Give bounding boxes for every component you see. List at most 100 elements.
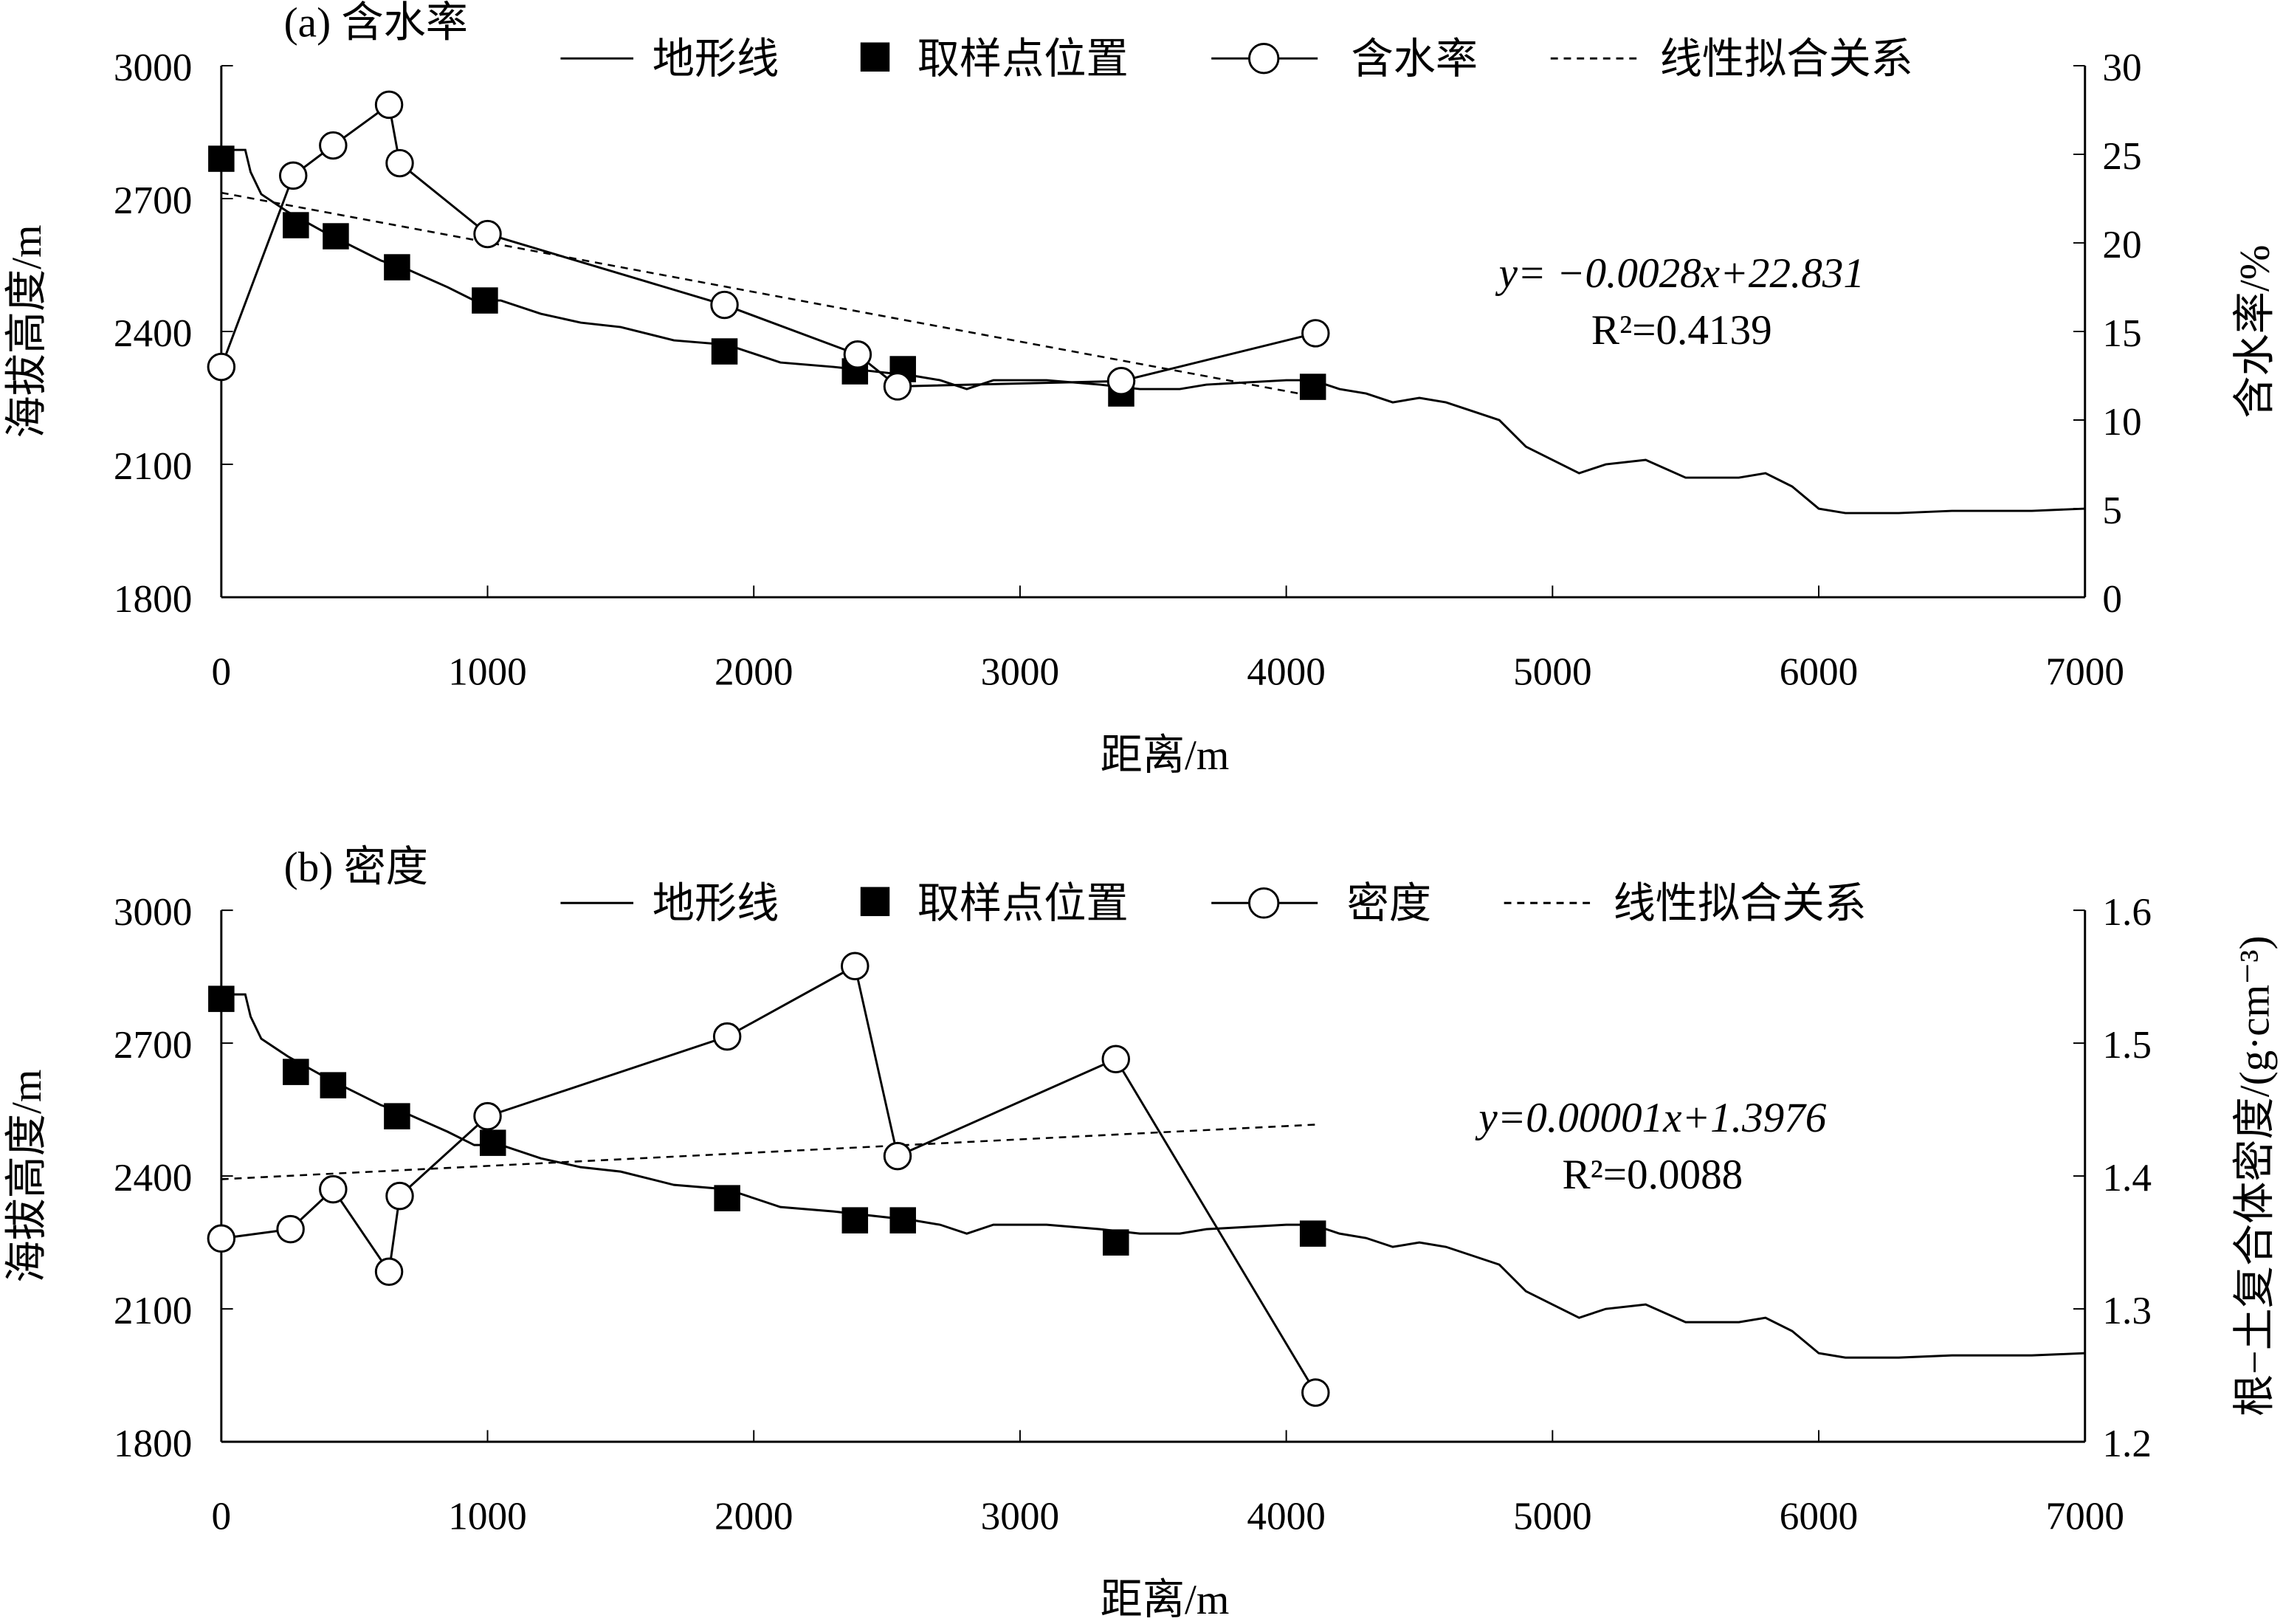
measure-point xyxy=(385,148,414,178)
sample-point xyxy=(841,1207,869,1234)
sample-point xyxy=(1299,1220,1326,1247)
sample-point xyxy=(711,338,738,365)
measure-point xyxy=(883,1141,912,1171)
x-tick-label: 0 xyxy=(212,650,232,693)
y-tick-label: 1800 xyxy=(114,577,192,621)
legend-label: 线性拟合关系 xyxy=(1660,36,1913,83)
measure-point xyxy=(1301,1378,1330,1407)
x-tick-label: 1000 xyxy=(448,650,527,693)
chart-title: (a) 含水率 xyxy=(284,0,468,47)
sample-point xyxy=(889,1207,916,1234)
y-right-axis-label: 根−土复合体密度/(g·cm⁻³) xyxy=(2231,935,2278,1416)
y-right-tick-label: 10 xyxy=(2102,400,2141,444)
measure-point xyxy=(883,372,912,401)
measure-point xyxy=(1101,1045,1131,1073)
sample-point xyxy=(283,1059,309,1085)
fit-equation: y= −0.0028x+22.831 xyxy=(1495,250,1864,297)
sample-point xyxy=(479,1129,506,1156)
sample-point xyxy=(384,1103,410,1129)
measure-point xyxy=(276,1214,305,1244)
x-tick-label: 4000 xyxy=(1247,1494,1326,1538)
x-tick-label: 6000 xyxy=(1780,650,1859,693)
terrain-line xyxy=(221,993,2085,1359)
y-right-tick-label: 1.3 xyxy=(2102,1289,2152,1332)
measure-point xyxy=(319,1174,348,1204)
sample-point xyxy=(714,1185,740,1211)
sample-point xyxy=(283,212,309,238)
y-tick-label: 2100 xyxy=(114,1289,192,1332)
y-tick-label: 2400 xyxy=(114,312,192,355)
y-right-tick-label: 5 xyxy=(2102,489,2122,532)
y-right-tick-label: 25 xyxy=(2102,134,2141,178)
measure-point xyxy=(1301,319,1330,348)
measure-point xyxy=(207,352,236,382)
legend-measure-marker xyxy=(1247,887,1280,919)
y-tick-label: 2700 xyxy=(114,179,192,222)
sample-point xyxy=(1103,1229,1129,1256)
y-right-tick-label: 1.6 xyxy=(2102,890,2152,934)
measure-point xyxy=(710,290,739,320)
x-tick-label: 3000 xyxy=(981,1494,1060,1538)
measure-point xyxy=(473,219,502,249)
measure-point xyxy=(278,161,308,190)
legend-label: 线性拟合关系 xyxy=(1614,881,1867,927)
measure-point xyxy=(712,1022,742,1051)
measure-point xyxy=(841,952,870,980)
legend-label: 取样点位置 xyxy=(917,36,1129,83)
measure-point xyxy=(207,1224,236,1253)
x-tick-label: 2000 xyxy=(714,1494,793,1538)
measure-point xyxy=(374,1257,404,1286)
x-tick-label: 2000 xyxy=(714,650,793,693)
y-right-tick-label: 1.2 xyxy=(2102,1422,2152,1465)
y-right-tick-label: 15 xyxy=(2102,312,2141,355)
measure-line xyxy=(221,964,1317,1394)
sample-point xyxy=(208,985,235,1012)
chart-title: (b) 密度 xyxy=(284,844,428,891)
legend-label: 含水率 xyxy=(1351,36,1478,83)
chart-a: 0 1000 2000 3000 4000 5000 6000 7000 1800 2100 240… xyxy=(4,0,2278,779)
y-right-tick-label: 1.4 xyxy=(2102,1156,2152,1200)
measure-point xyxy=(385,1181,414,1211)
y-right-tick-label: 1.5 xyxy=(2102,1023,2152,1067)
x-tick-label: 7000 xyxy=(2045,650,2124,693)
legend-sample-marker xyxy=(860,887,890,917)
fit-r2: R²=0.0088 xyxy=(1562,1152,1743,1198)
measure-line xyxy=(220,103,1316,388)
sample-point xyxy=(384,254,410,281)
x-tick-label: 6000 xyxy=(1780,1494,1859,1538)
x-axis-label: 距离/m xyxy=(1101,732,1230,779)
measure-point xyxy=(843,340,872,369)
legend-sample-marker xyxy=(860,42,890,72)
y-right-axis-label: 含水率/% xyxy=(2231,245,2278,419)
x-axis-label: 距离/m xyxy=(1101,1577,1230,1623)
terrain-line xyxy=(221,148,2085,515)
sample-point xyxy=(323,223,349,250)
y-tick-label: 2400 xyxy=(114,1156,192,1200)
x-tick-label: 7000 xyxy=(2045,1494,2124,1538)
x-tick-label: 3000 xyxy=(981,650,1060,693)
sample-point xyxy=(320,1072,347,1098)
sample-point xyxy=(1299,374,1326,400)
x-tick-label: 5000 xyxy=(1513,650,1592,693)
x-tick-label: 1000 xyxy=(448,1494,527,1538)
sample-point xyxy=(472,287,498,314)
fit-equation: y=0.00001x+1.3976 xyxy=(1475,1095,1826,1141)
y-right-tick-label: 0 xyxy=(2102,577,2122,621)
x-tick-label: 4000 xyxy=(1247,650,1326,693)
fit-r2: R²=0.4139 xyxy=(1591,307,1772,354)
y-tick-label: 2100 xyxy=(114,444,192,488)
measure-point xyxy=(1106,367,1136,396)
x-tick-label: 5000 xyxy=(1513,1494,1592,1538)
legend-label: 地形线 xyxy=(652,881,779,927)
y-tick-label: 3000 xyxy=(114,890,192,934)
legend-label: 密度 xyxy=(1347,881,1431,927)
y-right-tick-label: 30 xyxy=(2102,46,2141,89)
y-tick-label: 2700 xyxy=(114,1023,192,1067)
y-right-tick-label: 20 xyxy=(2102,223,2141,266)
chart-b: 0 1000 2000 3000 4000 5000 6000 7000 1800 2100 240… xyxy=(4,844,2278,1623)
measure-point xyxy=(319,131,348,160)
sample-point xyxy=(208,145,235,172)
x-tick-label: 0 xyxy=(212,1494,232,1538)
y-tick-label: 1800 xyxy=(114,1422,192,1465)
